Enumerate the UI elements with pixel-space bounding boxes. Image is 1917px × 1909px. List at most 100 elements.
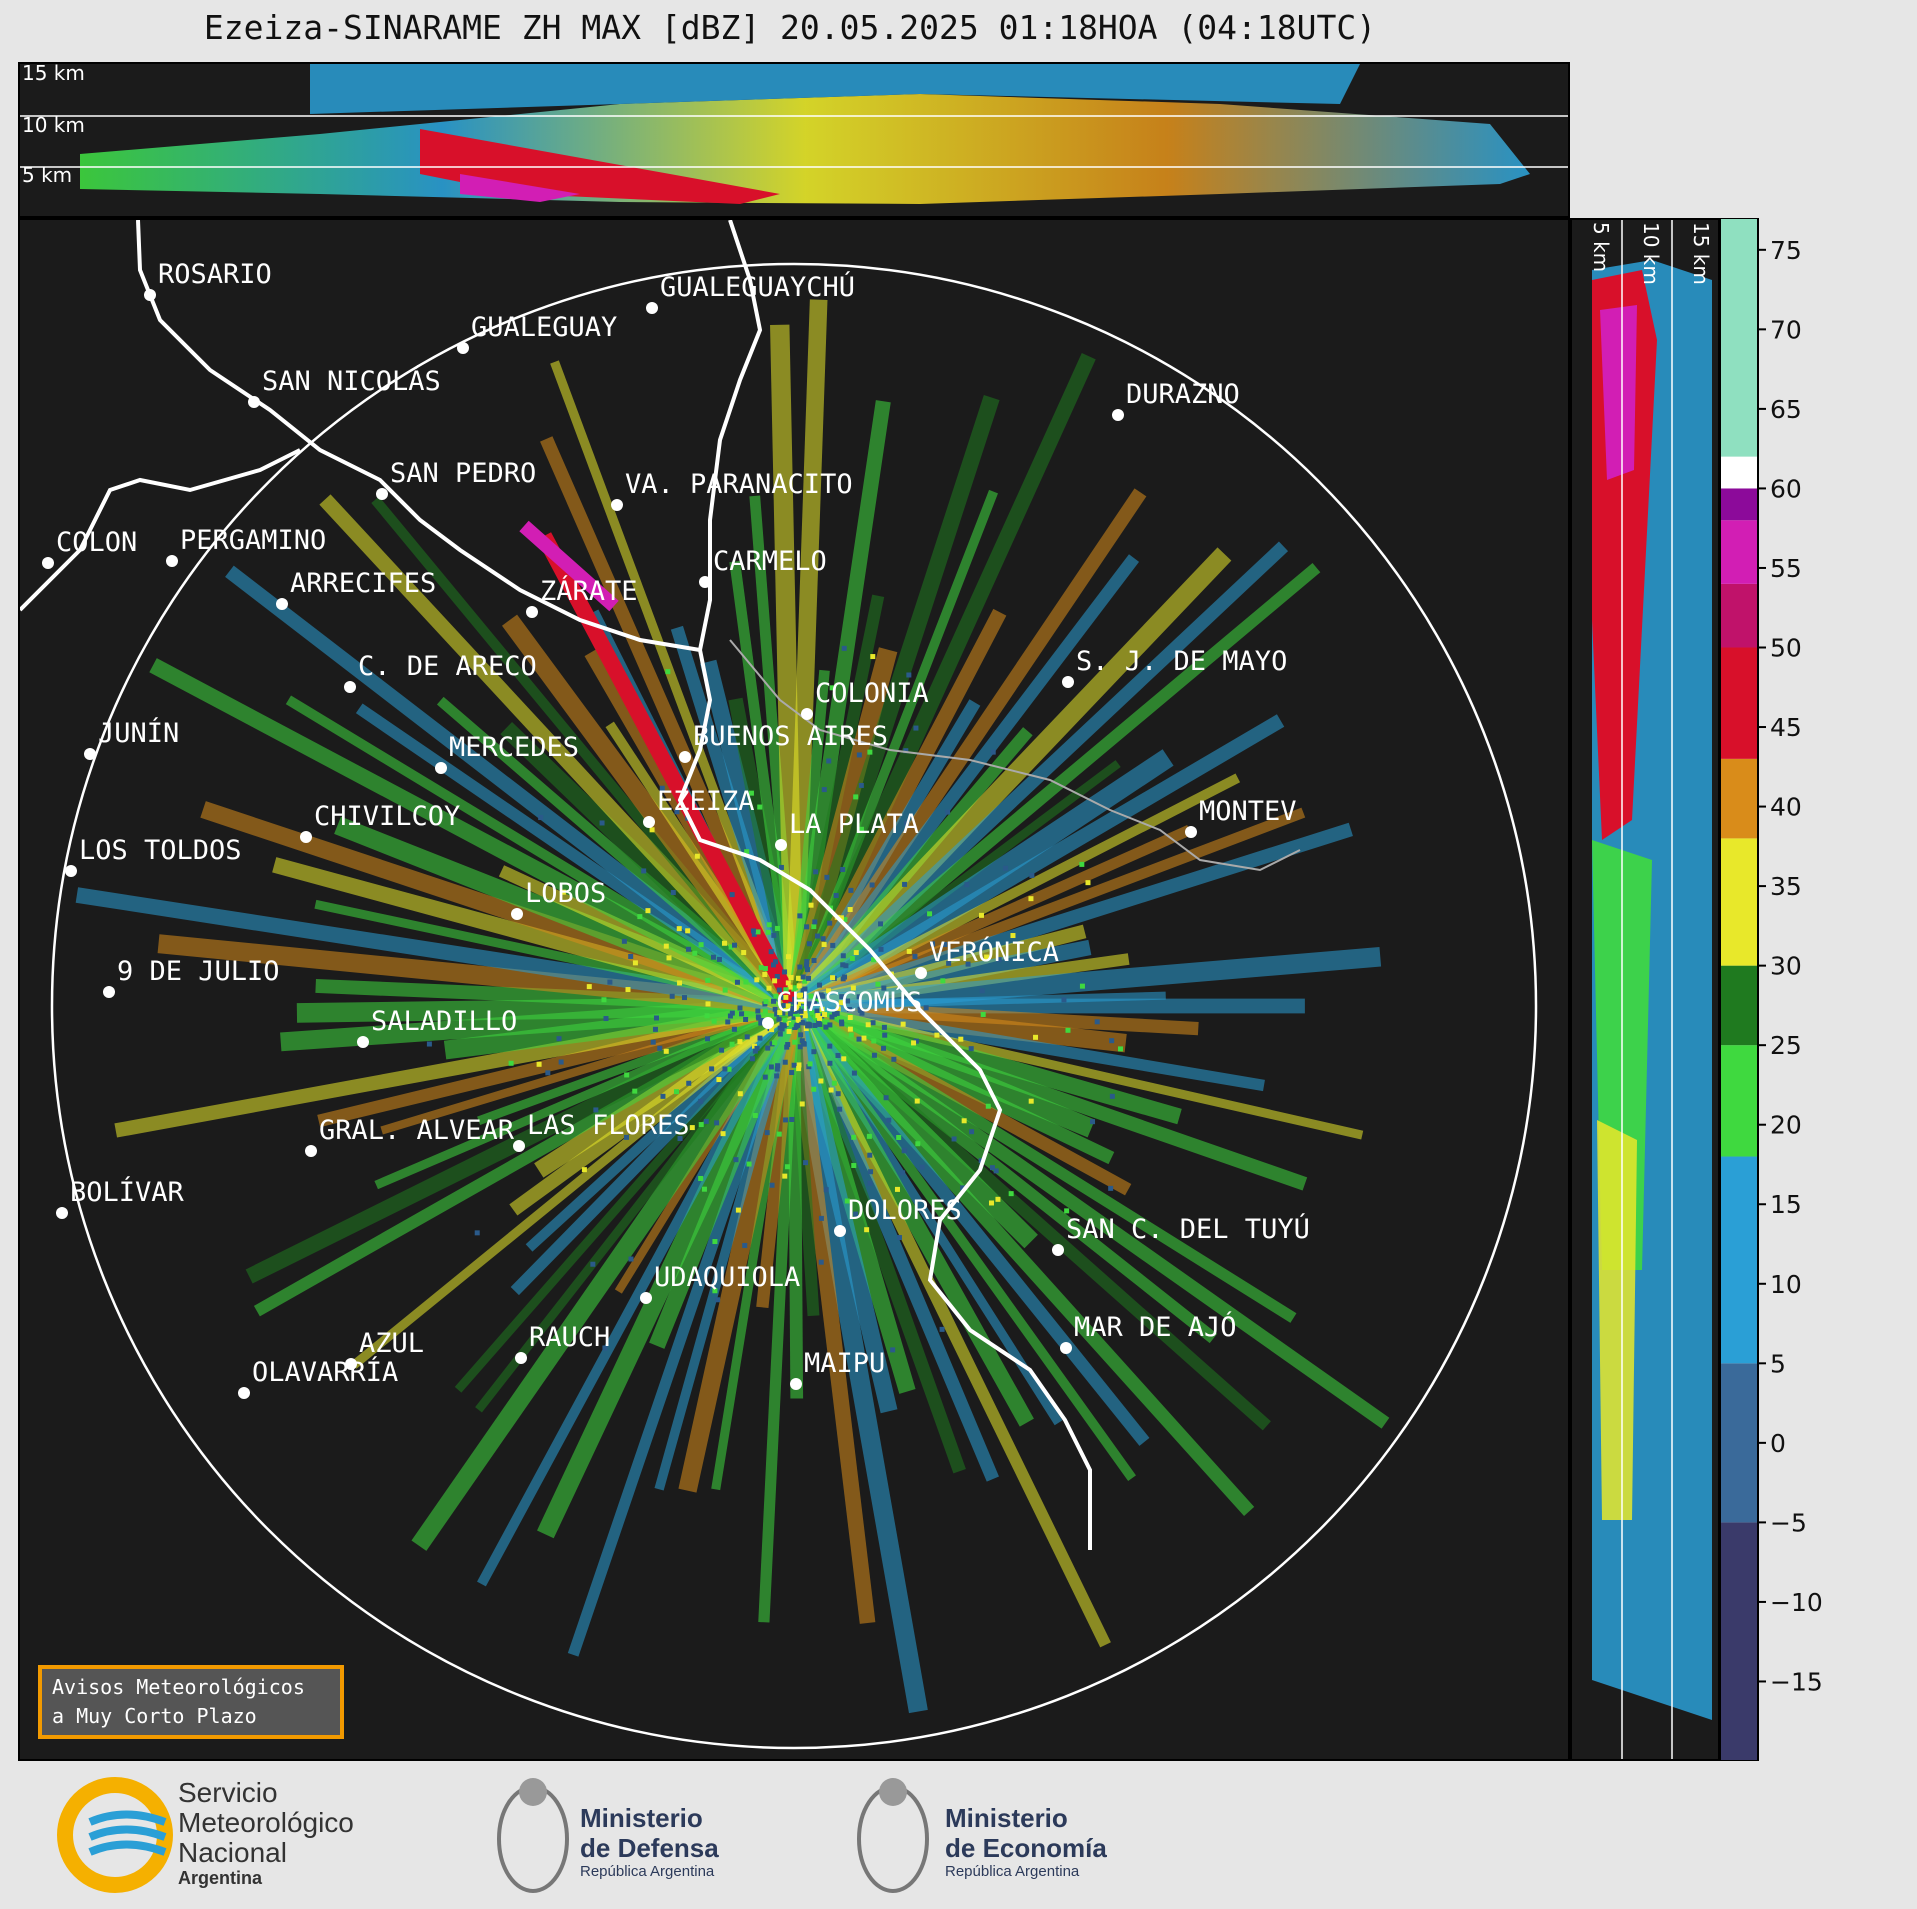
colorbar-swatch	[1720, 1156, 1758, 1364]
echo-pixel	[815, 993, 821, 999]
city-dot	[357, 1036, 369, 1048]
coastline	[136, 220, 1092, 1550]
echo-pixel	[677, 980, 683, 986]
echo-pixel	[903, 820, 909, 826]
echo-pixel	[829, 685, 835, 691]
city-dot	[1112, 409, 1124, 421]
echo-pixel	[847, 1015, 853, 1021]
echo-pixel	[930, 941, 936, 947]
echo-pixel	[602, 1345, 608, 1351]
colorbar-tick-label: 15	[1770, 1190, 1802, 1219]
echo-pixel	[795, 1016, 801, 1022]
echo-pixel	[698, 1122, 704, 1128]
echo-pixel	[789, 1116, 795, 1122]
echo-pixel	[878, 921, 884, 927]
echo-pixel	[871, 1052, 877, 1058]
echo-pixel	[821, 787, 827, 793]
echo-pixel	[960, 1185, 966, 1191]
echo-pixel	[802, 1009, 808, 1015]
echo-pixel	[853, 794, 859, 800]
echo-pixel	[867, 1180, 873, 1186]
city-dot	[1062, 676, 1074, 688]
echo-pixel	[811, 957, 817, 963]
echo-pixel	[1090, 1119, 1096, 1125]
echo-pixel	[558, 1059, 564, 1065]
echo-pixel	[834, 1010, 840, 1016]
echo-pixel	[792, 996, 798, 1002]
echo-pixel	[508, 1060, 514, 1066]
echo-pixel	[980, 1011, 986, 1017]
echo-pixel	[786, 1028, 792, 1034]
echo-pixel	[802, 978, 808, 984]
echo-pixel	[996, 957, 1002, 963]
echo-pixel	[737, 1005, 743, 1011]
city-dot	[611, 499, 623, 511]
echo-pixel	[798, 992, 804, 998]
colorbar-tick-label: 30	[1770, 952, 1802, 981]
echo-pixel	[847, 1006, 853, 1012]
echo-pixel	[1079, 983, 1085, 989]
side-km-15: 15 km	[1689, 222, 1713, 285]
km-label-10: 10 km	[22, 113, 85, 137]
echo-pixel	[845, 998, 851, 1004]
colorbar-tick-label: −15	[1770, 1667, 1823, 1696]
echo-pixel	[601, 997, 607, 1003]
echo-pixel	[645, 908, 651, 914]
echo-pixel	[840, 953, 846, 959]
economia-text-2: de Economía	[945, 1833, 1107, 1863]
echo-pixel	[755, 1008, 761, 1014]
echo-pixel	[827, 1043, 833, 1049]
echo-pixel	[848, 887, 854, 893]
echo-pixel	[839, 994, 845, 1000]
echo-pixel	[995, 1196, 1001, 1202]
city-label: DURAZNO	[1126, 379, 1240, 410]
echo-pixel	[804, 959, 810, 965]
echo-pixel	[882, 1032, 888, 1038]
echo-pixel	[1109, 1038, 1115, 1044]
side-cross-section-panel: 5 km 10 km 15 km	[1570, 218, 1720, 1761]
echo-pixel	[792, 1024, 798, 1030]
echo-pixel	[556, 1036, 562, 1042]
city-dot	[915, 967, 927, 979]
side-echo-yellow	[1597, 1120, 1637, 1520]
smn-logo: Servicio Meteorológico Nacional Argentin…	[57, 1777, 354, 1893]
echo-pixel	[1029, 872, 1035, 878]
echo-pixel	[965, 961, 971, 967]
echo-pixel	[979, 988, 985, 994]
echo-pixel	[801, 1041, 807, 1047]
echo-pixel	[913, 1038, 919, 1044]
echo-pixel	[835, 1052, 841, 1058]
echo-pixel	[851, 1070, 857, 1076]
echo-pixel	[637, 914, 643, 920]
echo-pixel	[712, 1288, 718, 1294]
echo-pixel	[835, 1006, 841, 1012]
city-dot	[643, 816, 655, 828]
echo-pixel	[827, 1022, 833, 1028]
echo-pixel	[705, 1001, 711, 1007]
echo-pixel	[705, 977, 711, 983]
city-label: BUENOS AIRES	[693, 721, 888, 752]
logos-footer: Servicio Meteorológico Nacional Argentin…	[57, 1777, 1107, 1893]
echo-pixel	[856, 994, 862, 1000]
echo-pixel	[752, 1048, 758, 1054]
city-dot	[103, 986, 115, 998]
echo-pixel	[809, 1010, 815, 1016]
echo-pixel	[719, 1047, 725, 1053]
echo-pixel	[775, 1063, 781, 1069]
city-dot	[65, 865, 77, 877]
city-dot	[511, 908, 523, 920]
echo-ray	[477, 1003, 799, 1587]
echo-pixel	[771, 932, 777, 938]
echo-pixel	[812, 1000, 818, 1006]
echo-pixel	[804, 967, 810, 973]
echo-pixel	[663, 943, 669, 949]
echo-pixel	[762, 1008, 768, 1014]
echo-pixel	[813, 869, 819, 875]
echo-pixel	[783, 987, 789, 993]
echo-pixel	[666, 955, 672, 961]
echo-pixel	[939, 1326, 945, 1332]
city-label: LOBOS	[525, 878, 606, 909]
echo-pixel	[827, 1060, 833, 1066]
echo-pixel	[802, 986, 808, 992]
city-dot	[834, 1225, 846, 1237]
